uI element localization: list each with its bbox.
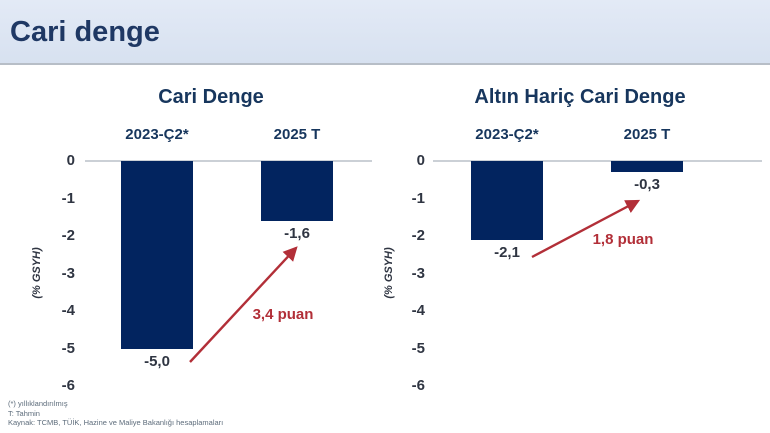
- category-label: 2023-Ç2*: [475, 126, 539, 143]
- zero-axis-line: [85, 160, 372, 162]
- y-tick-label: -5: [411, 339, 425, 357]
- y-tick-label: -6: [411, 377, 425, 394]
- value-label: -5,0: [144, 353, 170, 370]
- zero-axis-line: [433, 160, 762, 162]
- y-tick-label: -3: [61, 264, 75, 282]
- value-label: -1,6: [284, 225, 310, 242]
- footnote-line: Kaynak: TCMB, TÜİK, Hazine ve Maliye Bak…: [8, 418, 224, 427]
- chart-title: Altın Hariç Cari Denge: [474, 86, 686, 108]
- bar: [611, 161, 683, 172]
- y-tick-label: 0: [416, 152, 425, 169]
- y-tick-label: -6: [61, 377, 75, 394]
- y-tick-label: -5: [61, 339, 75, 357]
- y-tick-label: -3: [411, 264, 425, 282]
- annotation-arrow: [189, 246, 298, 363]
- y-tick-label: -4: [411, 302, 425, 319]
- chart-title: Cari Denge: [158, 86, 264, 108]
- category-label: 2023-Ç2*: [125, 126, 189, 143]
- bar: [471, 161, 543, 240]
- footnotes: (*) yıllıklandırılmış T: Tahmin Kaynak: …: [8, 399, 223, 428]
- y-tick-label: -2: [411, 227, 425, 244]
- y-tick-label: -1: [411, 189, 425, 207]
- page-title: Cari denge: [10, 16, 160, 48]
- y-tick-label: -4: [61, 302, 75, 319]
- value-label: -2,1: [494, 244, 520, 261]
- y-tick-label: -1: [61, 189, 75, 207]
- value-label: -0,3: [634, 176, 660, 193]
- y-tick-label: -2: [61, 227, 75, 244]
- footnote-line: T: Tahmin: [8, 408, 40, 418]
- bar: [261, 161, 333, 221]
- page-header: Cari denge: [0, 0, 770, 65]
- annotation-label: 3,4 puan: [252, 306, 314, 323]
- annotation-label: 1,8 puan: [592, 231, 654, 248]
- category-label: 2025 T: [623, 126, 671, 143]
- category-label: 2025 T: [273, 126, 321, 143]
- footnote-line: (*) yıllıklandırılmış: [8, 399, 68, 408]
- bar: [121, 161, 193, 349]
- y-tick-label: 0: [66, 152, 75, 169]
- annotation-arrow: [531, 199, 641, 259]
